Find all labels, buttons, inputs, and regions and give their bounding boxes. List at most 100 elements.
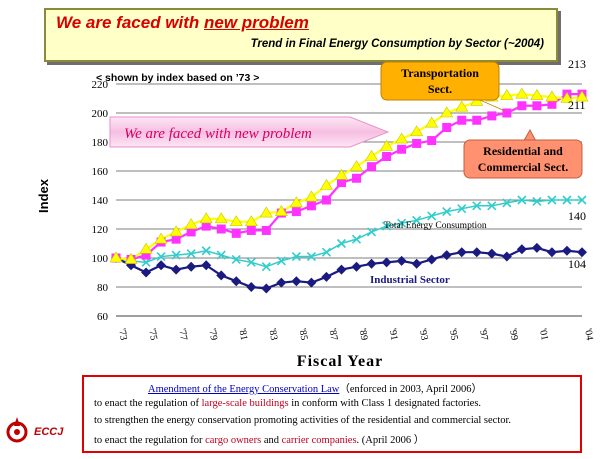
transport-point xyxy=(410,125,424,137)
x-tick-label: '75 xyxy=(146,328,159,342)
industrial-point xyxy=(261,283,272,294)
transport-point xyxy=(440,106,454,118)
transport-point xyxy=(425,116,439,128)
total-point xyxy=(156,251,166,262)
note-line-4-pre: to enact the regulation for xyxy=(94,435,206,446)
x-tick-label: '79 xyxy=(206,328,219,342)
logo-text: ECCJ xyxy=(34,426,64,438)
industrial-point xyxy=(186,261,197,272)
title-prefix: We are faced with xyxy=(56,13,205,32)
total-point xyxy=(457,204,467,214)
x-axis-label: Fiscal Year xyxy=(297,353,383,370)
total-point xyxy=(186,249,196,259)
transport-point xyxy=(575,90,589,102)
residential-point xyxy=(457,115,467,125)
industrial-label: Industrial Sector xyxy=(370,274,450,286)
y-axis-label: Index xyxy=(36,178,51,213)
x-tick-label: '95 xyxy=(447,328,460,342)
industrial-point xyxy=(546,247,557,258)
y-tick-label: 200 xyxy=(92,108,109,120)
x-tick-label: '89 xyxy=(357,328,370,342)
total-point xyxy=(577,195,587,205)
note-line-1-rest: （enforced in 2003, April 2006） xyxy=(339,384,482,395)
industrial-point xyxy=(486,248,497,259)
transport-point xyxy=(154,232,168,244)
residential-point xyxy=(321,195,331,205)
total-point xyxy=(216,250,226,260)
industrial-point xyxy=(291,276,302,287)
industrial-point xyxy=(351,261,362,272)
residential-point xyxy=(186,227,196,237)
series-line xyxy=(115,199,582,268)
residential-point xyxy=(261,225,271,235)
total-point xyxy=(547,195,557,205)
industrial-point xyxy=(396,255,407,266)
total-point xyxy=(397,218,407,228)
residential-point xyxy=(231,228,241,238)
industrial-point xyxy=(336,264,347,275)
residential-point xyxy=(336,178,346,188)
eccj-logo: ECCJ xyxy=(4,408,84,452)
title-underlined: new problem xyxy=(204,13,309,32)
residential-point xyxy=(487,111,497,121)
total-point xyxy=(261,262,271,272)
residential-point xyxy=(352,173,362,183)
industrial-point xyxy=(501,251,512,262)
transport-point xyxy=(289,196,303,208)
end-value-label: 211 xyxy=(568,98,586,112)
industrial-point xyxy=(366,258,377,269)
residential-point xyxy=(201,221,211,231)
energy-chart: We are faced with new problem < shown by… xyxy=(36,57,595,370)
transport-point xyxy=(229,215,243,227)
total-point xyxy=(141,257,151,267)
total-point xyxy=(442,207,452,217)
transport-point xyxy=(349,160,364,171)
residential-callout: Residential and Commercial Sect. xyxy=(463,128,583,179)
total-point xyxy=(291,251,301,262)
y-tick-label: 160 xyxy=(92,166,109,178)
note-line-4-post: . (April 2006 ） xyxy=(356,435,425,446)
residential-point xyxy=(427,136,437,146)
y-tick-label: 140 xyxy=(92,195,109,207)
industrial-point xyxy=(141,267,152,278)
transport-point xyxy=(319,178,333,190)
transport-point xyxy=(515,87,529,99)
note-line-3: to strengthen the energy conservation pr… xyxy=(94,415,512,426)
residential-point xyxy=(246,225,256,235)
industrial-point xyxy=(456,247,467,258)
transport-point xyxy=(545,90,559,102)
end-value-label: 213 xyxy=(568,57,586,71)
total-point xyxy=(412,215,422,225)
end-value-label: 104 xyxy=(568,257,586,271)
transport-point xyxy=(259,206,273,218)
note-line-2: to enact the regulation of large-scale b… xyxy=(94,398,481,409)
transport-point xyxy=(380,139,394,151)
transport-point xyxy=(530,89,544,100)
residential-point xyxy=(216,224,226,234)
residential-point xyxy=(442,123,452,132)
y-tick-label: 120 xyxy=(92,224,109,236)
note-line-4: to enact the regulation for cargo owners… xyxy=(94,432,424,447)
transport-point xyxy=(109,251,123,263)
residential-point xyxy=(367,162,377,172)
y-tick-label: 100 xyxy=(92,253,109,265)
transport-point xyxy=(304,190,318,202)
residential-point xyxy=(382,152,392,161)
industrial-point xyxy=(246,282,257,292)
x-tick-label: '81 xyxy=(236,328,249,342)
industrial-point xyxy=(577,247,587,258)
total-point xyxy=(487,201,497,211)
industrial-point xyxy=(411,258,422,269)
industrial-point xyxy=(561,245,572,256)
residential-point xyxy=(547,99,557,109)
eccj-logo-icon xyxy=(6,417,28,443)
transport-point xyxy=(274,205,288,216)
residential-point xyxy=(306,201,316,211)
transport-point xyxy=(334,168,349,180)
residential-point xyxy=(472,115,482,125)
residential-point xyxy=(171,234,181,244)
x-tick-label: '85 xyxy=(296,328,309,342)
y-tick-label: 60 xyxy=(97,311,109,323)
energy-law-link[interactable]: Amendment of the Energy Conservation Law xyxy=(148,384,340,395)
